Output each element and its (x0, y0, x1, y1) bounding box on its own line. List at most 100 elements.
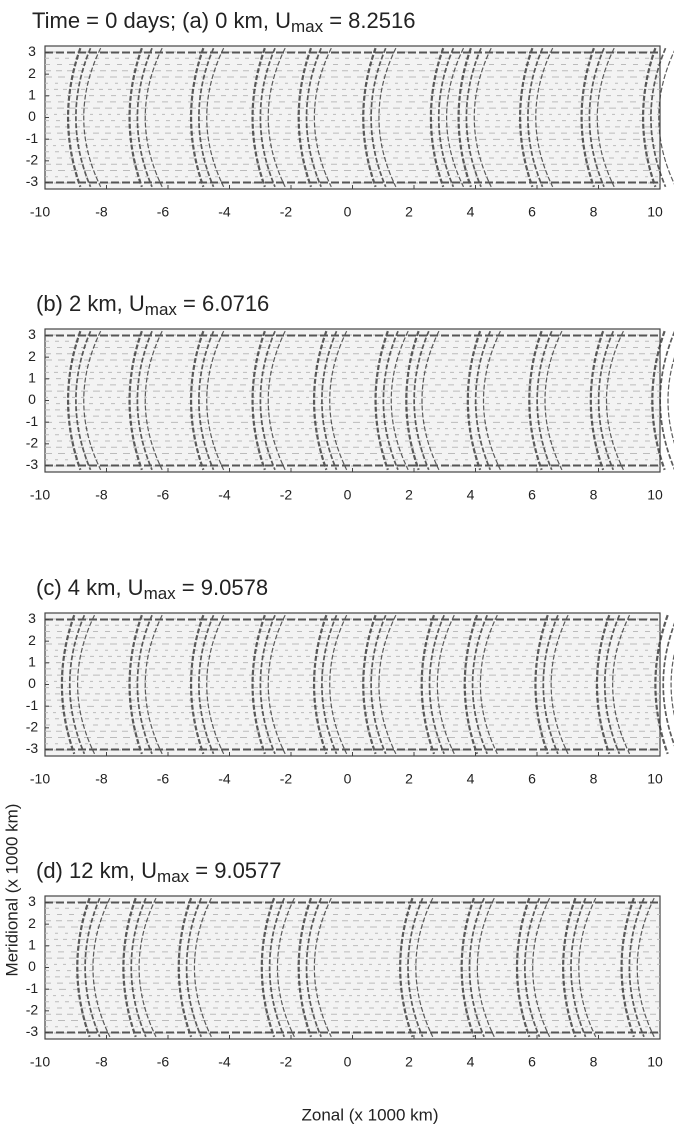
contour-line (468, 897, 485, 1038)
contour-line (267, 614, 286, 755)
contour-line (436, 614, 455, 755)
contour-line (519, 47, 534, 188)
x-tick-label: 2 (405, 1054, 413, 1070)
contour-line (128, 330, 143, 471)
plot-area (44, 612, 661, 757)
x-tick-label: -6 (157, 771, 170, 787)
y-tick-label: 1 (28, 937, 36, 953)
contour-line (305, 897, 322, 1038)
x-tick-label: 4 (467, 204, 475, 220)
title-subscript: max (144, 584, 177, 603)
contour-line (297, 47, 313, 188)
y-tick-label: -2 (26, 435, 39, 451)
contour-line (465, 47, 482, 188)
contour-line (457, 47, 472, 188)
contour-line (321, 330, 338, 471)
contour-line (460, 897, 475, 1038)
contour-line (476, 897, 495, 1038)
contour-line (329, 330, 348, 471)
y-axis-label: Meridional (x 1000 km) (2, 804, 21, 977)
contour-line (83, 330, 102, 471)
contour-line (329, 614, 348, 755)
y-tick-label: -3 (26, 1023, 39, 1039)
contour-line (471, 614, 488, 755)
contour-line (206, 330, 225, 471)
contour-line (612, 614, 631, 755)
contour-line (636, 897, 655, 1038)
title-value: = 8.2516 (323, 8, 415, 33)
y-tick-label: 2 (28, 915, 36, 931)
y-tick-label: -1 (26, 130, 39, 146)
contour-line (144, 47, 163, 188)
contour-line (144, 330, 163, 471)
contour-line (466, 330, 482, 471)
contour-line (534, 614, 549, 755)
contour-line (138, 897, 157, 1038)
contour-line (83, 47, 102, 188)
contour-line (206, 614, 225, 755)
contour-line (136, 47, 153, 188)
contour-line (420, 614, 436, 755)
contour-line (206, 47, 225, 188)
contour-line (382, 330, 399, 471)
x-tick-label: 8 (590, 1054, 598, 1070)
y-tick-label: -3 (26, 173, 39, 189)
x-tick-label: -8 (95, 1054, 108, 1070)
contour-line (259, 614, 276, 755)
y-tick-label: 1 (28, 87, 36, 103)
contour-line (605, 330, 624, 471)
contour-line (76, 897, 91, 1038)
contour-line (473, 47, 492, 188)
x-tick-label: -2 (280, 487, 293, 503)
contour-line (562, 897, 577, 1038)
y-tick-label: 2 (28, 348, 36, 364)
x-tick-label: 0 (344, 487, 352, 503)
contour-line (544, 330, 563, 471)
contour-line (313, 897, 332, 1038)
contour-line (297, 897, 313, 1038)
plot-area (44, 45, 661, 190)
contour-line (536, 330, 553, 471)
x-tick-label: -4 (218, 204, 231, 220)
contour-line (276, 897, 295, 1038)
y-tick-label: -1 (26, 413, 39, 429)
contour-line (92, 897, 111, 1038)
title-text: Time = 0 days; (a) 0 km, U (32, 8, 291, 33)
y-tick-label: 1 (28, 654, 36, 670)
contour-line (370, 614, 387, 755)
title-subscript: max (157, 867, 190, 886)
contour-line (429, 47, 445, 188)
contour-line (122, 897, 137, 1038)
y-tick-label: -3 (26, 740, 39, 756)
contour-line (479, 614, 498, 755)
contour-line (595, 614, 611, 755)
contour-line (362, 614, 377, 755)
contour-line (267, 47, 286, 188)
contour-line (190, 330, 205, 471)
y-tick-label: 0 (28, 675, 36, 691)
y-tick-label: 0 (28, 108, 36, 124)
contour-line (251, 330, 266, 471)
x-tick-label: -4 (218, 1054, 231, 1070)
contour-line (405, 330, 420, 471)
contour-line (596, 47, 615, 188)
x-tick-label: -8 (95, 204, 108, 220)
contour-line (650, 47, 667, 188)
x-tick-label: 2 (405, 771, 413, 787)
contour-line (474, 330, 492, 471)
x-tick-label: 4 (467, 487, 475, 503)
x-tick-label: 8 (590, 204, 598, 220)
x-tick-label: 6 (528, 204, 536, 220)
title-text: (d) 12 km, U (36, 858, 157, 883)
x-tick-label: 10 (647, 771, 663, 787)
contour-line (75, 330, 92, 471)
title-subscript: max (291, 17, 324, 36)
contour-line (259, 330, 276, 471)
contour-line (198, 614, 215, 755)
x-tick-label: 8 (590, 487, 598, 503)
contour-line (428, 614, 445, 755)
contour-line (667, 357, 674, 444)
x-tick-label: 6 (528, 487, 536, 503)
title-text: (c) 4 km, U (36, 575, 144, 600)
panel-title: (b) 2 km, Umax = 6.0716 (36, 291, 269, 320)
